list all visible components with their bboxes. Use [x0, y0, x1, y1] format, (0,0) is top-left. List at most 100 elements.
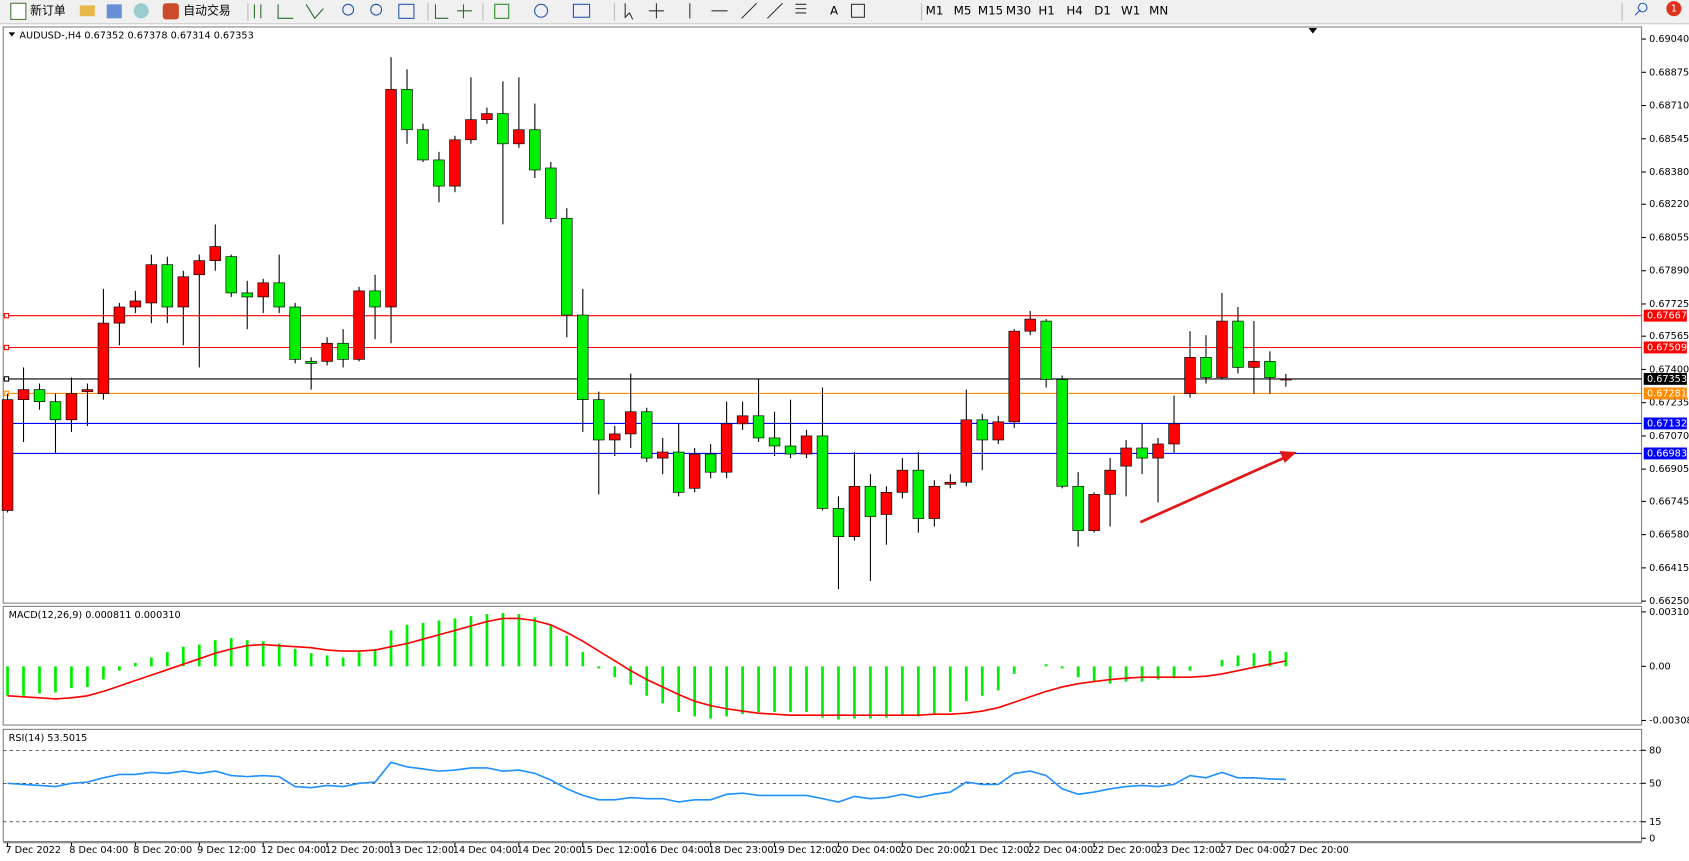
timeframe-button[interactable]: MN — [1149, 3, 1168, 17]
candle-body — [33, 389, 46, 403]
timeframe-button[interactable]: M15 — [978, 3, 1003, 17]
timeframe-button[interactable]: H1 — [1038, 3, 1054, 17]
candle-body — [529, 129, 541, 171]
level-label: 0.66983 — [1647, 448, 1687, 459]
x-tick-label: 13 Dec 12:00 — [389, 845, 454, 856]
x-tick-label: 19 Dec 12:00 — [772, 845, 837, 856]
periods[interactable] — [534, 3, 549, 18]
candle-body — [161, 264, 174, 308]
x-tick-label: 20 Dec 04:00 — [836, 845, 901, 856]
candle-body — [784, 445, 797, 455]
indicators[interactable] — [494, 3, 510, 19]
toolbar-icon[interactable] — [106, 4, 122, 19]
candle-body — [816, 435, 829, 509]
candle-body — [369, 290, 381, 308]
candle-body — [1264, 361, 1276, 378]
timeframe-button[interactable]: D1 — [1094, 3, 1111, 17]
candle-body — [896, 469, 909, 493]
x-tick-label: 12 Dec 20:00 — [325, 845, 390, 856]
candle-body — [880, 492, 893, 515]
text-tool[interactable]: A — [830, 3, 839, 17]
candle-body — [752, 415, 765, 439]
level-label: 0.67281 — [1647, 388, 1687, 399]
candle-body — [625, 411, 637, 435]
y-tick-label: 0.66415 — [1649, 563, 1689, 574]
scroll-icons[interactable] — [434, 4, 473, 19]
x-tick-label: 8 Dec 04:00 — [69, 845, 128, 856]
candle-body — [704, 453, 717, 473]
candle-body — [672, 451, 685, 493]
candle-body — [593, 399, 605, 441]
y-tick-label: 0.003105 — [1649, 607, 1689, 618]
candle-body — [177, 276, 190, 308]
notification-count: 1 — [1671, 4, 1677, 15]
panel-header: MACD(12,26,9) 0.000811 0.000310 — [9, 610, 181, 621]
candle-body — [449, 139, 461, 187]
level-label-box — [1643, 387, 1687, 400]
candle-body — [545, 167, 557, 219]
candle-body — [225, 256, 237, 294]
x-tick-label: 22 Dec 04:00 — [1028, 845, 1093, 856]
chart-shift-marker[interactable] — [1308, 28, 1318, 34]
x-tick-label: 27 Dec 04:00 — [1220, 845, 1285, 856]
candle-body — [97, 322, 110, 394]
x-tick-label: 14 Dec 20:00 — [517, 845, 582, 856]
auto-trading-button[interactable]: 自动交易 — [183, 3, 230, 17]
candle-body — [1232, 320, 1244, 368]
arrow-head — [1279, 451, 1297, 463]
toolbar-icon[interactable] — [133, 3, 149, 19]
candle-body — [81, 389, 94, 392]
candle-body — [1168, 423, 1180, 445]
zoom-in[interactable] — [342, 3, 355, 16]
zoom-out[interactable] — [370, 3, 383, 16]
text-label-tool[interactable] — [850, 3, 865, 18]
level-marker — [3, 376, 10, 382]
candle-body — [465, 119, 477, 141]
templates[interactable] — [572, 3, 591, 18]
panel-frame — [2, 26, 1643, 604]
candle-body — [656, 451, 669, 459]
y-tick-label: 0.00 — [1649, 661, 1671, 672]
level-label: 0.67667 — [1647, 311, 1687, 322]
y-tick-label: 0 — [1649, 833, 1655, 844]
toolbar-icon[interactable] — [79, 5, 95, 17]
panel-frame — [2, 605, 1643, 726]
timeframe-button[interactable]: H4 — [1066, 3, 1082, 17]
auto-trading-icon[interactable] — [162, 3, 179, 20]
x-tick-label: 22 Dec 20:00 — [1092, 845, 1157, 856]
timeframe-button[interactable]: M1 — [926, 3, 944, 17]
chart-type-icons[interactable] — [253, 4, 324, 20]
candle-body — [992, 421, 1004, 441]
candle-body — [1040, 320, 1052, 380]
new-order-icon[interactable] — [10, 2, 27, 20]
new-order-button[interactable]: 新订单 — [30, 3, 66, 17]
x-tick-label: 21 Dec 12:00 — [964, 845, 1029, 856]
x-tick-label: 27 Dec 20:00 — [1284, 845, 1349, 856]
timeframe-button[interactable]: W1 — [1121, 3, 1140, 17]
level-label-box — [1643, 417, 1687, 430]
y-tick-label: 0.68875 — [1649, 67, 1689, 78]
candle-body — [433, 159, 445, 187]
timeframe-button[interactable]: M30 — [1006, 3, 1031, 17]
candle-body — [848, 485, 861, 537]
candle-body — [497, 113, 509, 145]
candle-body — [241, 292, 253, 298]
search-icon[interactable] — [1637, 2, 1648, 13]
candle-body — [1280, 378, 1292, 381]
candle-body — [928, 485, 941, 519]
symbol-menu-marker[interactable] — [8, 32, 16, 37]
candle-body — [1216, 320, 1228, 378]
candle-body — [481, 113, 493, 120]
candle-body — [1072, 485, 1084, 531]
y-tick-label: 0.68380 — [1649, 167, 1689, 178]
candle-body — [49, 401, 62, 421]
timeframe-button[interactable]: M5 — [954, 3, 972, 17]
drawing-tools[interactable] — [624, 2, 807, 20]
y-tick-label: 0.68545 — [1649, 134, 1689, 145]
y-tick-label: 0.66580 — [1649, 530, 1689, 541]
candle-body — [1088, 494, 1100, 531]
tile-windows[interactable] — [398, 3, 415, 19]
notification-badge[interactable] — [1666, 1, 1682, 17]
indicator-line — [7, 617, 1287, 717]
